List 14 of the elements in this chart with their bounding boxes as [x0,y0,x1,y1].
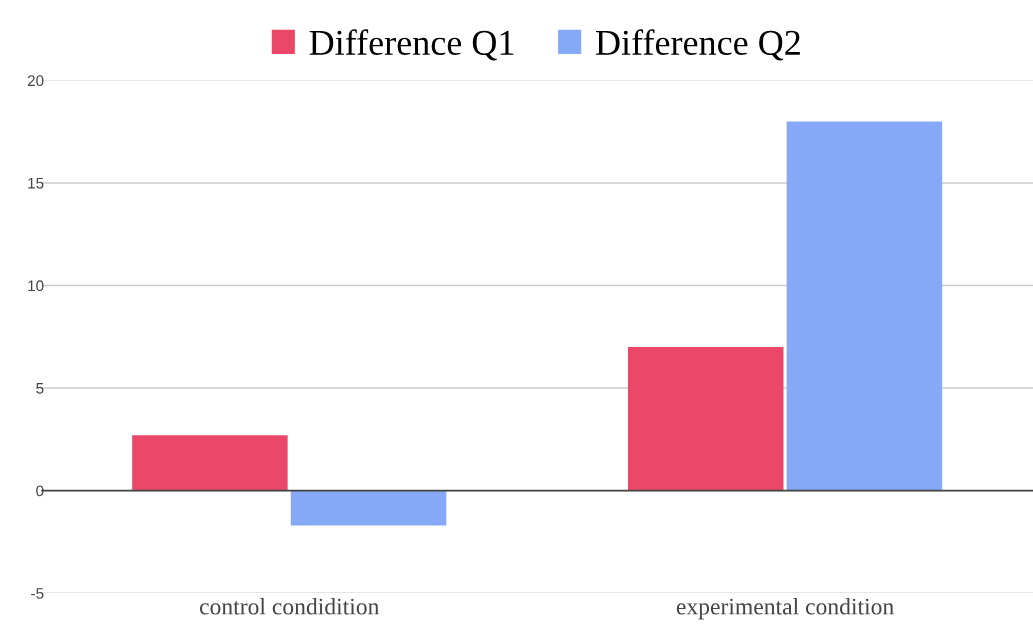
y-tick-label: 20 [27,75,44,87]
y-tick-label: 15 [28,177,44,189]
bar [786,121,943,491]
bar [290,490,447,526]
legend-label: Difference Q1 [309,29,514,61]
x-tick-label: experimental condition [676,597,894,620]
y-tick-label: -5 [31,588,44,599]
bar [132,435,288,491]
y-tick-label: 5 [36,383,44,394]
x-tick-label: control condidition [199,597,380,615]
y-tick-label: 10 [28,280,44,292]
legend-label: Difference Q2 [595,29,800,61]
bar [628,347,784,491]
y-tick-label: 0 [36,485,44,497]
